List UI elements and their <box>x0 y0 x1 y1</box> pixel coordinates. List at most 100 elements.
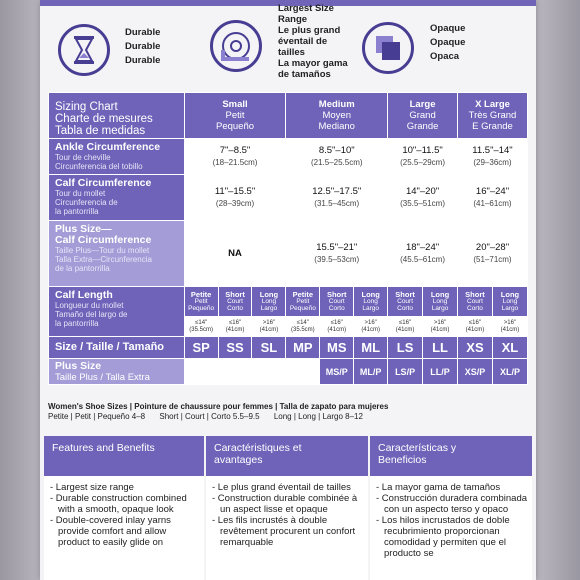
durable-es: Durable <box>125 55 161 66</box>
length-value: ≤14" (35.5cm) <box>183 316 219 337</box>
calf-medium: 12.5"–17.5" (31.5–45cm) <box>285 174 389 221</box>
length-value: >16" (41cm) <box>251 316 287 337</box>
range-en-1: Largest Size <box>278 3 334 14</box>
length-type-short: Short Court Corto <box>387 286 424 317</box>
length-value: ≤16" (41cm) <box>319 316 355 337</box>
features-heading-es: Características y Beneficios <box>370 436 532 476</box>
length-type-long: Long Long Largo <box>353 286 389 317</box>
plus-calf-circumference-label: Plus Size— Calf Circumference Taille Plu… <box>48 220 185 287</box>
header-small: Small Petit Pequeño <box>183 92 287 139</box>
measuring-tape-icon <box>210 20 262 72</box>
calf-length-label: Calf Length Longueur du mollet Tamaño de… <box>48 286 185 337</box>
length-value: >16" (41cm) <box>353 316 389 337</box>
header-large: Large Grand Grande <box>387 92 458 139</box>
features-list-es: - La mayor gama de tamaños - Construcció… <box>370 476 532 580</box>
range-es-2: de tamaños <box>278 69 331 80</box>
features-column-en: Features and Benefits - Largest size ran… <box>44 436 204 580</box>
plus-small: NA <box>183 220 287 287</box>
range-fr-2: éventail de <box>278 36 328 47</box>
plus-xlarge: 20"–28" (51–71cm) <box>456 220 529 287</box>
length-value: ≤16" (41cm) <box>217 316 253 337</box>
size-code: SL <box>251 336 287 359</box>
chart-title: Sizing Chart Charte de mesures Tabla de … <box>48 92 185 139</box>
ankle-xlarge: 11.5"–14" (29–36cm) <box>456 138 529 175</box>
opaque-label: Opaque Opaque Opaca <box>430 22 465 64</box>
ankle-small: 7"–8.5" (18–21.5cm) <box>183 138 287 175</box>
opaque-squares-icon <box>362 22 414 74</box>
feature-item: - Construction durable combinée à un asp… <box>212 493 358 515</box>
shoe-size-list: Petite | Petit | Pequeño 4–8 Short | Cou… <box>48 412 528 422</box>
plus-size-code: XS/P <box>456 358 493 385</box>
size-code: XS <box>456 336 493 359</box>
feature-item: - Le plus grand éventail de tailles <box>212 482 351 493</box>
feature-item: - Largest size range <box>50 482 134 493</box>
calf-circumference-label: Calf Circumference Tour du mollet Circun… <box>48 174 185 221</box>
feature-item: - La mayor gama de tamaños <box>376 482 501 493</box>
feature-item: - Double-covered inlay yarns provide com… <box>50 515 171 548</box>
length-type-short: Short Court Corto <box>319 286 355 317</box>
opaque-fr: Opaque <box>430 37 466 48</box>
range-en-2: Range <box>278 14 308 25</box>
length-type-long: Long Long Largo <box>422 286 458 317</box>
opaque-en: Opaque <box>430 23 466 34</box>
length-value: ≤16" (41cm) <box>456 316 493 337</box>
plus-size-code: MS/P <box>319 358 355 385</box>
length-value: >16" (41cm) <box>491 316 529 337</box>
durable-en: Durable <box>125 27 161 38</box>
feature-item: - Les fils incrustés à double revêtement… <box>212 515 356 548</box>
range-es-1: La mayor gama <box>278 58 348 69</box>
features-heading-en: Features and Benefits <box>44 436 204 476</box>
top-band <box>40 0 536 6</box>
sizing-chart: Sizing Chart Charte de mesures Tabla de … <box>48 92 529 385</box>
features-list-en: - Largest size range - Durable construct… <box>44 476 204 580</box>
feature-item: - Durable construction combined with a s… <box>50 493 187 515</box>
calf-xlarge: 16"–24" (41–61cm) <box>456 174 529 221</box>
size-code: XL <box>491 336 529 359</box>
plus-size-code: XL/P <box>491 358 529 385</box>
size-code: ML <box>353 336 389 359</box>
size-code: SP <box>183 336 219 359</box>
chart-title-es: Tabla de medidas <box>55 124 146 137</box>
range-fr-1: Le plus grand <box>278 25 341 36</box>
chart-title-en: Sizing Chart <box>55 100 118 113</box>
size-code: LS <box>387 336 424 359</box>
features-heading-fr: Caractéristiques et avantages <box>206 436 368 476</box>
opaque-es: Opaca <box>430 51 460 62</box>
features-column-es: Características y Beneficios - La mayor g… <box>370 436 532 580</box>
size-code: MP <box>285 336 321 359</box>
calf-large: 14"–20" (35.5–51cm) <box>387 174 458 221</box>
hourglass-icon <box>58 24 110 76</box>
size-code: MS <box>319 336 355 359</box>
range-fr-3: tailles <box>278 47 305 58</box>
shoe-petite: Petite | Petit | Pequeño 4–8 <box>48 412 146 421</box>
shoe-size-heading: Women's Shoe Sizes | Pointure de chaussu… <box>48 402 389 411</box>
ankle-circumference-label: Ankle Circumference Tour de cheville Cir… <box>48 138 185 175</box>
feature-item: - Los hilos incrustados de doble recubri… <box>376 515 510 559</box>
length-type-petite: Petite Petit Pequeño <box>183 286 219 317</box>
durable-label: Durable Durable Durable <box>125 26 160 68</box>
plus-size-code: LS/P <box>387 358 424 385</box>
length-type-long: Long Long Largo <box>491 286 529 317</box>
features-list-fr: - Le plus grand éventail de tailles - Co… <box>206 476 368 580</box>
plus-size-code: LL/P <box>422 358 458 385</box>
plus-size-row-label: Plus Size Taille Plus / Talla Extra <box>48 358 185 385</box>
header-xlarge: X Large Très Grand E Grande <box>456 92 529 139</box>
calf-small: 11"–15.5" (28–39cm) <box>183 174 287 221</box>
shoe-long: Long | Long | Largo 8–12 <box>273 412 363 421</box>
plus-size-empty <box>183 358 321 385</box>
package-panel: Durable Durable Durable Largest Size Ran… <box>40 0 536 580</box>
size-code: SS <box>217 336 253 359</box>
plus-medium: 15.5"–21" (39.5–53cm) <box>285 220 389 287</box>
features-table: Features and Benefits - Largest size ran… <box>40 436 536 580</box>
header-medium: Medium Moyen Mediano <box>285 92 389 139</box>
shoe-short: Short | Court | Corto 5.5–9.5 <box>159 412 260 421</box>
ankle-medium: 8.5"–10" (21.5–25.5cm) <box>285 138 389 175</box>
plus-large: 18"–24" (45.5–61cm) <box>387 220 458 287</box>
ankle-large: 10"–11.5" (25.5–29cm) <box>387 138 458 175</box>
size-row-label: Size / Taille / Tamaño <box>48 336 185 359</box>
features-column-fr: Caractéristiques et avantages - Le plus g… <box>206 436 368 580</box>
feature-item: - Construcción duradera combinada con un… <box>376 493 528 515</box>
length-value: >16" (41cm) <box>422 316 458 337</box>
length-type-petite: Petite Petit Pequeño <box>285 286 321 317</box>
